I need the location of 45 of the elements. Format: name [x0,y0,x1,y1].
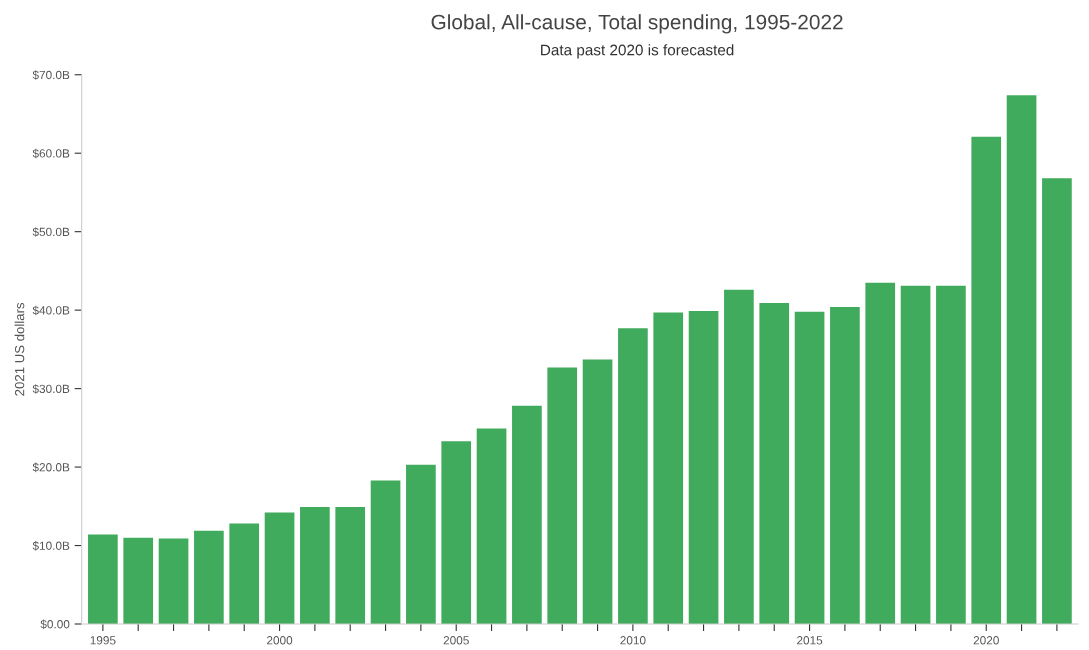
bar [123,537,154,624]
bar [830,307,860,624]
bar [512,405,542,624]
bar [1006,95,1037,624]
bar [547,367,578,624]
y-tick-label: $50.0B [32,227,70,237]
bar [229,523,260,624]
bar [1042,178,1072,624]
bar [158,538,189,624]
bar [476,428,507,624]
x-tick-label: 2010 [620,636,646,645]
y-tick-label: $0.00 [40,619,70,630]
bar [618,328,648,624]
bar [865,282,896,624]
bar [653,312,684,624]
bar [194,530,224,624]
y-axis-title: 2021 US dollars [14,302,25,396]
bar [759,303,790,624]
bar [88,534,118,624]
bar [441,441,472,624]
bar [582,359,613,624]
chart-title: Global, All-cause, Total spending, 1995-2022 [431,14,843,34]
x-tick-label: 2020 [973,636,999,645]
y-tick-label: $30.0B [32,384,70,394]
x-tick-label: 2005 [443,636,469,645]
chart-subtitle: Data past 2020 is forecasted [541,44,734,59]
y-tick-label: $20.0B [32,462,70,473]
bar [335,507,366,624]
bar [724,289,754,624]
bar [794,311,825,624]
x-tick-label: 2000 [267,636,293,645]
bar [370,480,401,624]
x-tick-label: 1995 [90,636,116,645]
bar [264,512,295,624]
bar [971,136,1002,624]
bar [900,285,931,624]
bar [406,464,436,624]
x-tick-label: 2015 [797,636,823,645]
bar [688,310,719,624]
bar [300,507,330,624]
y-tick-label: $60.0B [32,148,70,159]
y-tick-label: $40.0B [32,305,70,316]
y-tick-label: $10.0B [32,541,70,551]
bar [936,285,966,624]
y-tick-label: $70.0B [32,70,70,80]
